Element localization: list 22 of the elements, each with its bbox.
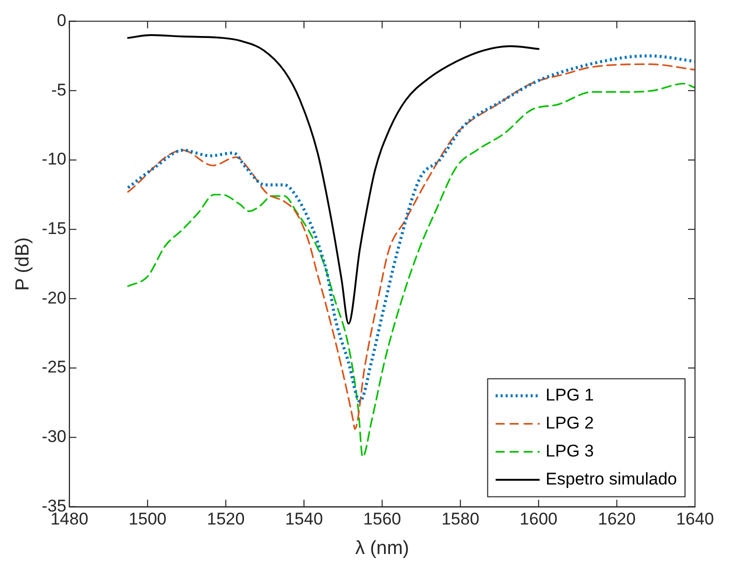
y-tick-label: -20 [42,288,66,308]
x-tick-label: 1540 [285,510,323,529]
legend-label: LPG 3 [546,441,594,460]
x-tick-label: 1560 [363,510,402,529]
x-tick-label: 1620 [598,510,636,529]
line-series [127,34,540,325]
y-tick-label: -5 [51,80,66,100]
x-tick-label: 1520 [206,510,245,529]
legend-label: LPG 1 [546,385,594,404]
x-tick-label: 1600 [520,510,558,529]
y-tick-label: -25 [42,358,66,377]
legend-label: Espetro simulado [546,469,677,488]
x-axis-title: λ (nm) [355,538,410,559]
x-tick-label: 1640 [676,510,714,529]
y-axis-title: P (dB) [12,237,34,291]
y-tick-label: -30 [42,427,66,446]
x-tick-label: 1500 [128,510,166,529]
legend-label: LPG 2 [546,413,594,432]
y-tick-label: -15 [42,219,66,238]
x-tick-label: 1580 [441,510,480,529]
y-tick-label: -10 [42,150,66,169]
y-tick-label: 0 [56,10,66,30]
